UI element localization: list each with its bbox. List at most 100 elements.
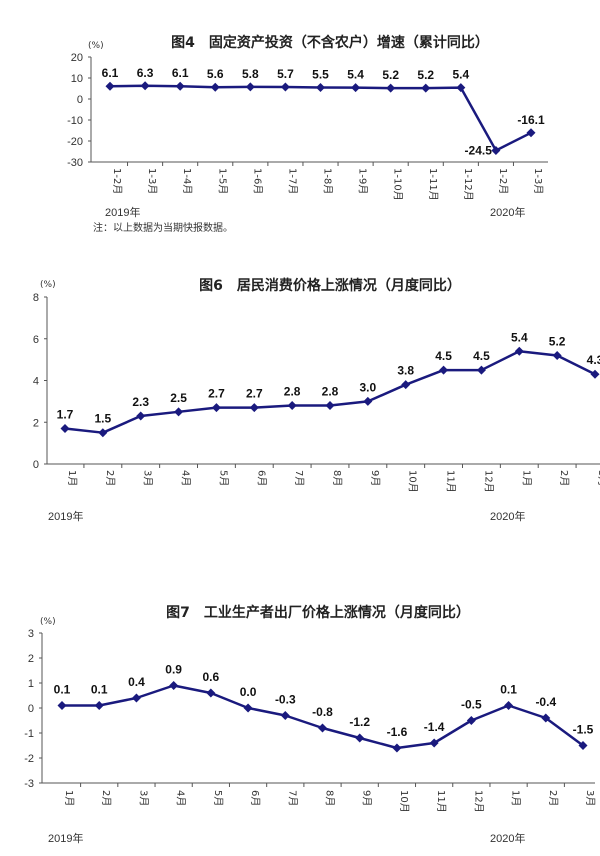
- data-label: 5.8: [242, 67, 259, 81]
- x-tick-label: 3月: [596, 470, 600, 486]
- year-label: 2019年: [48, 509, 83, 523]
- data-point: [541, 713, 551, 723]
- data-point: [60, 424, 70, 434]
- x-tick-label: 4月: [180, 470, 192, 486]
- data-point: [174, 407, 184, 417]
- chart-note: 注：以上数据为当期快报数据。: [93, 221, 233, 234]
- data-label: -1.4: [424, 720, 445, 734]
- data-label: 2.3: [132, 395, 149, 409]
- x-tick-label: 6月: [255, 470, 267, 486]
- chart-1: 图4 固定资产投资（不含农户）增速（累计同比） (%) 20 10 0 -10 -20 -30…: [67, 34, 548, 234]
- data-label: 4.5: [473, 349, 490, 363]
- data-point: [206, 688, 216, 698]
- x-tick-label: 3月: [137, 790, 149, 806]
- data-label: 2.8: [284, 385, 301, 399]
- data-label: -1.5: [573, 723, 594, 737]
- data-label: 0.0: [240, 685, 257, 699]
- data-point: [169, 681, 179, 690]
- data-label: 0.6: [203, 670, 220, 684]
- data-label: 0.4: [128, 675, 145, 689]
- data-label: 6.3: [137, 66, 154, 80]
- data-label: -0.3: [275, 693, 296, 707]
- data-label: 1.7: [57, 408, 74, 422]
- x-tick-label: 2月: [100, 790, 112, 806]
- x-tick-label: 10月: [407, 470, 419, 493]
- series-line: [109, 84, 532, 152]
- data-point: [131, 693, 141, 703]
- data-point: [94, 701, 104, 710]
- data-point: [105, 81, 115, 91]
- y-tick-label: 0: [77, 94, 83, 106]
- x-tick-label: 3月: [584, 790, 596, 806]
- data-label: -0.5: [461, 698, 482, 712]
- data-label: 3.0: [360, 380, 377, 394]
- data-label: 6.1: [102, 66, 119, 80]
- data-label: 4.5: [435, 349, 452, 363]
- y-tick-label: 3: [28, 628, 34, 640]
- y-tick-label: 8: [33, 292, 39, 304]
- data-point: [466, 716, 476, 725]
- data-point: [249, 403, 259, 413]
- data-point: [351, 83, 361, 93]
- y-tick-label: 20: [71, 52, 83, 64]
- data-label: 0.1: [54, 683, 71, 697]
- x-tick-label: 7月: [293, 470, 305, 486]
- data-point: [316, 82, 325, 92]
- data-point: [514, 346, 524, 356]
- data-point: [211, 403, 221, 413]
- y-unit-label: (%): [40, 280, 56, 290]
- data-point: [245, 82, 255, 92]
- y-tick-label: 6: [33, 334, 39, 346]
- data-point: [491, 145, 501, 155]
- chart-2: 图6 居民消费价格上涨情况（月度同比） (%)8 6 4 2 0 1月 2月 3月 4月 5月 6月 7…: [33, 277, 600, 523]
- x-tick-label: 2月: [547, 790, 559, 806]
- x-tick-label: 8月: [324, 790, 336, 806]
- x-tick-label: 1月: [66, 470, 78, 486]
- x-tick-label: 1-10月: [392, 168, 404, 201]
- y-tick-label: 0: [33, 459, 39, 471]
- data-label: -24.5: [465, 143, 493, 157]
- y-tick-label: 2: [28, 653, 34, 665]
- y-unit-label: (%): [40, 617, 56, 627]
- data-point: [590, 369, 600, 379]
- x-tick-label: 12月: [482, 470, 494, 493]
- x-tick-label: 9月: [369, 470, 381, 486]
- data-point: [287, 401, 297, 411]
- year-label: 2019年: [105, 205, 140, 219]
- data-point: [175, 81, 185, 91]
- data-point: [363, 396, 373, 406]
- data-point: [421, 83, 431, 93]
- x-tick-label: 1-2月: [497, 168, 509, 194]
- x-tick-label: 7月: [286, 790, 298, 806]
- data-label: -1.6: [387, 725, 408, 739]
- chart-title: 图7 工业生产者出厂价格上涨情况（月度同比）: [166, 604, 470, 621]
- x-tick-label: 1-2月: [111, 168, 123, 194]
- data-label: 2.7: [246, 387, 263, 401]
- y-tick-label: -1: [24, 728, 34, 740]
- data-label: 0.9: [165, 663, 182, 677]
- x-tick-label: 11月: [445, 470, 457, 493]
- data-label: -0.4: [535, 695, 556, 709]
- x-tick-label: 5月: [212, 790, 224, 806]
- data-label: 2.8: [322, 385, 339, 399]
- x-tick-label: 5月: [217, 470, 229, 486]
- data-point: [98, 428, 108, 438]
- x-tick-label: 1-11月: [427, 168, 439, 201]
- year-label: 2020年: [490, 831, 525, 845]
- data-label: -1.2: [349, 715, 370, 729]
- y-tick-label: 1: [28, 678, 34, 690]
- x-tick-label: 2月: [104, 470, 116, 486]
- x-tick-label: 1月: [63, 790, 75, 806]
- x-tick-label: 1-3月: [146, 168, 158, 194]
- data-point: [526, 128, 536, 138]
- data-point: [401, 380, 411, 390]
- x-tick-label: 9月: [361, 790, 373, 806]
- x-tick-label: 1月: [520, 470, 532, 486]
- x-tick-label: 12月: [472, 790, 484, 813]
- x-tick-label: 3月: [142, 470, 154, 486]
- year-label: 2019年: [48, 831, 83, 845]
- data-label: 5.6: [207, 67, 224, 81]
- data-point: [136, 411, 146, 421]
- data-point: [439, 365, 449, 375]
